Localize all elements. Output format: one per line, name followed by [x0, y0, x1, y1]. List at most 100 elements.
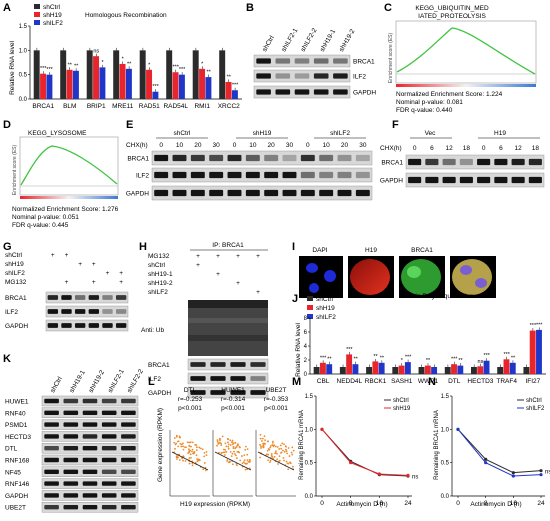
panel-l-ube2t-point — [291, 453, 294, 456]
panel-l-dtl-point — [194, 443, 197, 446]
panel-l-ube2t-point — [285, 450, 288, 452]
panel-a-x-label-rad51: RAD51 — [139, 103, 160, 110]
panel-e-band-gapdh-7 — [264, 189, 279, 197]
panel-k-row-label-rnf146: RNF146 — [5, 481, 30, 488]
panel-g-mark-mg132-4: + — [92, 279, 96, 286]
panel-e-band-ilf2-1 — [154, 171, 169, 179]
panel-l-ube2t-point — [261, 437, 264, 440]
panel-h-mark-shh19-2-3: + — [236, 280, 240, 287]
panel-h-cond-shh19-1: shH19-1 — [148, 271, 173, 278]
panel-f-band-gapdh-7 — [511, 176, 525, 184]
panel-a-sig-blm-shh19: ** — [68, 62, 73, 68]
panel-n-plot-area: 0.0 0.5 1.0 1.5 0 8 16 24 shCtrl shILF2 ns — [441, 394, 550, 507]
panel-b-band-brca1-2 — [275, 58, 291, 64]
panel-a-x-label-rmi1: RMI1 — [194, 103, 210, 110]
panel-k-band-huwe1-2 — [63, 398, 79, 404]
panel-e-band-brca1-8 — [282, 154, 297, 162]
panel-k-band-nf45-1 — [44, 469, 59, 474]
panel-k-band-hectd3-1 — [44, 434, 59, 439]
panel-l-dtl-point — [195, 446, 198, 449]
panel-e-band-gapdh-2 — [172, 189, 187, 197]
panel-m-point-shh19 — [349, 461, 353, 465]
panel-k-western-blot: shCtrl shH19-1 shH19-2 shILF2-1 shILF2-2 HUW… — [5, 368, 145, 513]
panel-e-band-gapdh-6 — [245, 189, 260, 197]
panel-a-x-label-mre11: MRE11 — [112, 103, 134, 110]
panel-f-band-brca1-2 — [425, 158, 439, 166]
panel-b-lane-shilf2-2: shILF2-2 — [300, 27, 319, 53]
panel-j-bar-traf4-shilf2 — [509, 362, 516, 374]
panel-j-y-tick-label: 0 — [304, 372, 308, 378]
panel-l-ube2t-point — [277, 463, 279, 465]
panel-l-dtl-point — [173, 437, 176, 439]
panel-c-gsea: KEGG_UBIQUITIN_MED IATED_PROTEOLYSIS Enr… — [388, 5, 537, 114]
panel-d-gsea: KEGG_LYSOSOME Enrichment score (ES) Norm… — [12, 130, 119, 229]
panel-k-band-rnf168-3 — [82, 457, 98, 463]
panel-h-row-label-ilf2: ILF2 — [148, 376, 161, 383]
panel-j-x-label-nedd4l: NEDD4L — [337, 378, 363, 385]
panel-f-band-brca1-8 — [528, 158, 542, 166]
panel-h-ip-header: IP: BRCA1 — [212, 242, 244, 249]
panel-j-sig-sash1-shh19: * — [401, 358, 404, 364]
panel-f-time-labels: 0 6 12 18 0 6 12 18 — [413, 145, 540, 152]
panel-l-ube2t-point — [285, 460, 288, 463]
panel-i-label-brca1: BRCA1 — [411, 247, 433, 254]
panel-j-x-label-dtl: DTL — [448, 378, 461, 385]
panel-a-bar-mre11-shilf2 — [125, 68, 132, 99]
panel-l-ube2t-point — [271, 444, 274, 446]
panel-k-lane-shctrl: shCtrl — [49, 375, 64, 394]
panel-i-h19-signal — [350, 259, 390, 295]
panel-f-band-gapdh-6 — [494, 176, 508, 184]
panel-j-x-label-wwp1: WWP1 — [418, 378, 439, 385]
panel-g-band-gapdh-6 — [115, 323, 127, 328]
panel-m-plot-area: 0.0 0.5 1.0 1.5 0 8 16 24 shCtrl shH19 ns — [305, 394, 419, 507]
panel-m-legend-label-shctrl: shCtrl — [393, 398, 409, 404]
panel-g-row-label-brca1: BRCA1 — [5, 295, 27, 302]
panel-e-time-5: 0 — [233, 142, 237, 149]
panel-l-dtl-point — [188, 448, 190, 451]
panel-l-ube2t-point — [272, 440, 274, 443]
panel-k-band-rnf168-2 — [63, 457, 79, 463]
panel-n-y-tick-label: 1.5 — [441, 394, 450, 400]
panel-g-band-brca1-4 — [88, 295, 100, 300]
panel-a-bar-rmi1-shctrl — [192, 50, 199, 99]
panel-e-time-1: 0 — [159, 142, 163, 149]
panel-a-sig-mre11-shilf2: ** — [127, 61, 132, 67]
panel-n-line-shilf2 — [457, 429, 542, 477]
panel-j-sig-hectd3-shilf2: *** — [484, 353, 491, 359]
panel-l-huwe1-point — [231, 441, 233, 444]
panel-l-huwe1-point — [226, 460, 229, 462]
panel-j-bar-ifi27-shh19 — [529, 330, 536, 374]
panel-letter-l: L — [148, 376, 155, 388]
panel-g-band-ilf2-3 — [74, 309, 86, 314]
panel-k-band-dtl-4 — [101, 446, 117, 451]
panel-e-time-4: 30 — [213, 142, 221, 149]
panel-j-bar-ifi27-shctrl — [523, 367, 530, 374]
panel-l-ube2t-point — [282, 449, 284, 452]
panel-k-band-psmd1-4 — [101, 422, 117, 427]
panel-j-legend-swatch-shh19 — [307, 305, 313, 310]
panel-k-band-rnf168-5 — [121, 457, 136, 463]
panel-k-band-rnf146-5 — [121, 481, 136, 486]
panel-m-point-shh19 — [377, 472, 381, 476]
panel-l-ube2t-point — [269, 461, 271, 463]
panel-e-chx-label: CHX(h) — [126, 142, 148, 149]
panel-l-dtl-point — [189, 449, 192, 452]
panel-e-time-6: 10 — [249, 142, 257, 149]
panel-a-bar-rad54l-shilf2 — [178, 74, 185, 99]
panel-l-ube2t-point — [291, 446, 294, 449]
panel-l-huwe1-point — [229, 444, 232, 446]
panel-l-dtl-point — [203, 451, 206, 454]
panel-l-ube2t-point — [287, 447, 290, 449]
panel-l-huwe1-point — [239, 459, 242, 462]
panel-e-band-brca1-3 — [190, 154, 205, 162]
panel-l-huwe1-point — [248, 458, 251, 461]
panel-k-band-rnf40-3 — [82, 410, 98, 415]
panel-k-band-hectd3-2 — [63, 434, 79, 439]
panel-m-x-tick-label: 0 — [320, 500, 324, 507]
panel-k-band-gapdh-3 — [82, 493, 98, 498]
panel-c-plot-frame — [395, 20, 537, 84]
panel-a-bar-blm-shilf2 — [72, 70, 79, 99]
panel-j-bar-nedd4l-shh19 — [346, 354, 353, 374]
panel-l-huwe1-point — [227, 438, 230, 441]
panel-l-huwe1-point — [241, 462, 244, 465]
